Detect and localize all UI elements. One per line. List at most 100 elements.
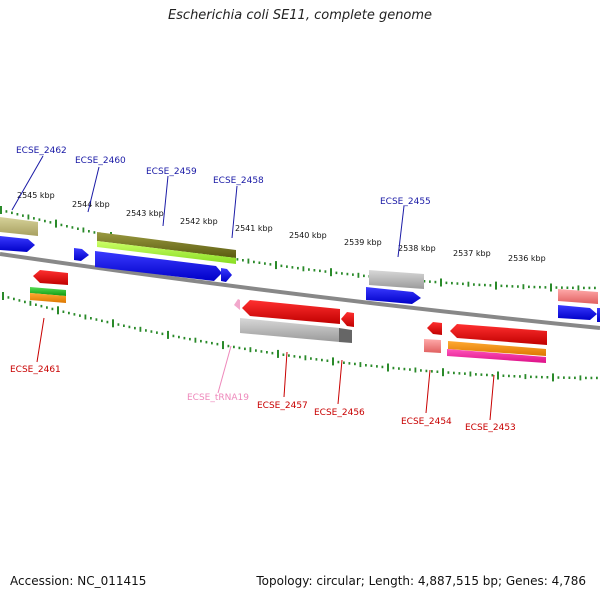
scale-tick [453, 371, 455, 375]
scale-label: 2543 kbp [126, 209, 164, 218]
scale-tick [222, 341, 224, 350]
scale-tick [22, 214, 24, 217]
scale-tick [291, 266, 294, 269]
gene-label-ecse-2454[interactable]: ECSE_2454 [401, 417, 452, 427]
scale-label: 2540 kbp [289, 231, 327, 240]
scale-tick [79, 314, 81, 317]
gene-label-ecse-2460[interactable]: ECSE_2460 [75, 156, 126, 166]
scale-ticks-top [0, 206, 596, 292]
scale-tick [216, 342, 219, 346]
gene-label-ecse-2462[interactable]: ECSE_2462 [16, 146, 67, 156]
gene-label-ecse-2458[interactable]: ECSE_2458 [213, 176, 264, 186]
scale-tick [434, 280, 437, 284]
feature-orange-ecse-2461[interactable] [30, 293, 66, 303]
scale-tick [533, 285, 536, 289]
scale-tick [524, 374, 527, 380]
scale-tick [194, 337, 197, 343]
scale-tick [357, 272, 360, 278]
feature-gray-ecse-2457[interactable] [240, 318, 340, 342]
gene-label-ecse-2453[interactable]: ECSE_2453 [465, 423, 516, 433]
scale-tick [297, 266, 299, 270]
gene-arrow-ecse-2460[interactable] [74, 248, 89, 261]
scale-tick [302, 266, 305, 272]
accession-text: Accession: NC_011415 [10, 574, 147, 588]
scale-tick [304, 355, 307, 361]
scale-tick [286, 265, 288, 268]
scale-tick [330, 268, 332, 277]
scale-tick [11, 211, 13, 215]
scale-tick [242, 259, 244, 262]
feature-olive[interactable] [97, 232, 236, 258]
gene-arrow-ecse-2461[interactable] [33, 270, 68, 285]
feature-darkgray-ecse-2456[interactable] [339, 328, 352, 343]
scale-tick [51, 307, 54, 311]
scale-tick [440, 278, 442, 287]
scale-tick [167, 330, 169, 339]
scale-tick [546, 376, 549, 379]
scale-tick [541, 375, 543, 379]
scale-tick [5, 210, 8, 213]
scale-tick [473, 283, 475, 286]
gene-label-ecse-2457[interactable]: ECSE_2457 [257, 401, 308, 411]
scale-label: 2539 kbp [344, 238, 382, 247]
scale-tick [315, 358, 318, 361]
gene-arrow-right-edge[interactable] [558, 305, 597, 320]
scale-label: 2545 kbp [17, 191, 55, 200]
scale-tick [233, 345, 235, 349]
feature-khaki[interactable] [0, 217, 38, 236]
scale-tick [93, 231, 96, 234]
scale-tick [387, 363, 389, 372]
scale-tick [566, 286, 569, 289]
gene-label-ecse-2459[interactable]: ECSE_2459 [146, 167, 197, 177]
scale-tick [596, 376, 598, 380]
scale-tick [253, 260, 255, 264]
scale-tick [33, 217, 35, 220]
scale-tick [403, 367, 406, 371]
scale-tick [288, 354, 290, 357]
scale-tick [359, 362, 362, 368]
gene-label-ecse-2456[interactable]: ECSE_2456 [314, 408, 365, 418]
leader-lines [11, 155, 495, 421]
gene-arrow-ecse-2459[interactable] [95, 251, 222, 281]
scale-tick [266, 351, 268, 354]
scale-tick [88, 230, 90, 233]
scale-tick [429, 280, 431, 283]
gene-arrow-ecse-2462[interactable] [0, 236, 35, 252]
scale-tick [354, 362, 356, 366]
gene-label-ecse-trna19[interactable]: ECSE_tRNA19 [187, 393, 249, 403]
scale-tick [150, 330, 153, 333]
scale-tick [321, 358, 323, 362]
gene-arrow-ecse-2458[interactable] [221, 268, 232, 282]
feature-lime[interactable] [97, 241, 236, 264]
gene-label-ecse-2461[interactable]: ECSE_2461 [10, 365, 61, 375]
feature-orange-ecse-2453[interactable] [448, 341, 546, 356]
scale-tick [60, 223, 63, 227]
scale-label: 2542 kbp [180, 217, 218, 226]
scale-tick [335, 271, 338, 275]
trna-ecse-trna19[interactable] [234, 299, 240, 310]
scale-tick [106, 320, 109, 324]
scale-tick [280, 264, 283, 268]
gene-arrow-ecse-2454[interactable] [427, 322, 442, 335]
gene-arrow-ecse-2457[interactable] [242, 300, 340, 324]
scale-tick [324, 270, 327, 273]
gene-arrow-ecse-2453[interactable] [450, 324, 547, 345]
gene-right-edge-blue[interactable] [597, 308, 600, 322]
gene-arrow-ecse-2455[interactable] [366, 287, 421, 304]
feature-gray-ecse-2455[interactable] [369, 270, 424, 289]
feature-pink-right[interactable] [558, 289, 598, 304]
scale-tick [544, 286, 547, 289]
scale-tick [16, 213, 19, 216]
feature-pink-ecse-2454[interactable] [424, 339, 441, 353]
gene-label-ecse-2455[interactable]: ECSE_2455 [380, 197, 431, 207]
scale-tick [95, 318, 98, 321]
scale-tick [117, 323, 120, 326]
scale-tick [38, 218, 41, 221]
scale-tick [484, 283, 486, 287]
scale-tick [555, 286, 558, 289]
scale-tick [282, 353, 285, 356]
scale-tick [535, 375, 538, 379]
feature-magenta-ecse-2453[interactable] [447, 349, 546, 363]
gene-arrow-ecse-2456[interactable] [341, 312, 354, 327]
